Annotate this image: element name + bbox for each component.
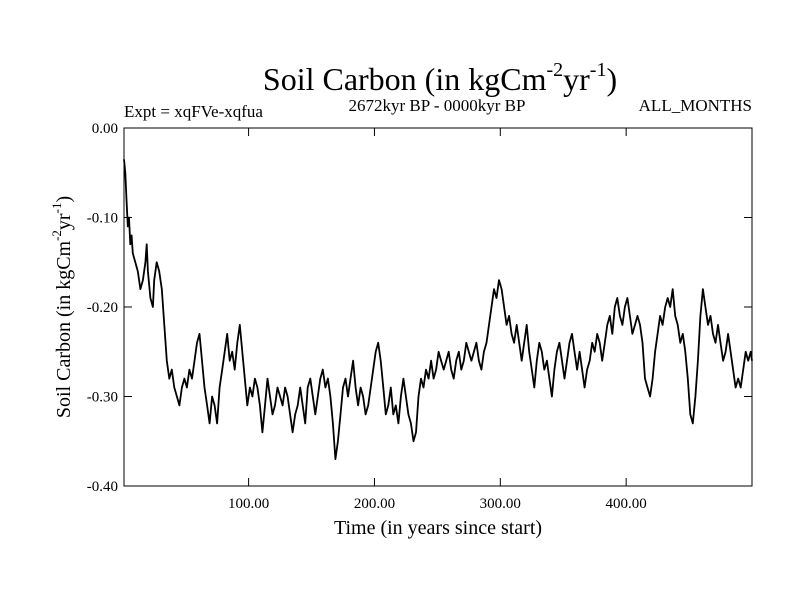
y-axis-label-end: ) <box>53 196 75 203</box>
chart-title-sup2: -1 <box>590 59 607 81</box>
x-tick-label-3: 400.00 <box>606 496 647 512</box>
y-axis-label-mid: yr <box>53 213 75 230</box>
y-axis-ticks: 0.00 -0.10 -0.20 -0.30 -0.40 <box>87 121 752 495</box>
y-axis-label-main: Soil Carbon (in kgCm <box>53 240 75 418</box>
x-tick-label-1: 200.00 <box>354 496 395 512</box>
plot-frame <box>123 127 753 487</box>
y-tick-label-3: -0.30 <box>87 390 118 406</box>
y-tick-label-0: 0.00 <box>92 121 118 137</box>
x-tick-label-2: 300.00 <box>480 496 521 512</box>
series-line-soil-carbon <box>123 159 753 460</box>
chart-title-end: ) <box>606 61 617 97</box>
chart-title-mid: yr <box>563 61 590 97</box>
x-axis-label: Time (in years since start) <box>334 517 542 539</box>
y-axis-label: Soil Carbon (in kgCm-2yr-1) <box>49 196 75 418</box>
chart-title-sup1: -2 <box>546 59 563 81</box>
subtitle-center: 2672kyr BP - 0000kyr BP <box>349 96 526 115</box>
y-tick-label-2: -0.20 <box>87 300 118 316</box>
y-axis-label-sup2: -1 <box>49 203 64 214</box>
subtitle-left: Expt = xqFVe-xqfua <box>124 102 263 121</box>
chart-title: Soil Carbon (in kgCm-2yr-1) <box>263 59 617 97</box>
x-axis-ticks: 100.00 200.00 300.00 400.00 <box>228 128 647 512</box>
y-axis-label-sup1: -2 <box>49 230 64 241</box>
chart-title-main: Soil Carbon (in kgCm <box>263 61 547 97</box>
y-tick-label-4: -0.40 <box>87 479 118 495</box>
x-tick-label-0: 100.00 <box>228 496 269 512</box>
y-tick-label-1: -0.10 <box>87 211 118 227</box>
subtitle-right: ALL_MONTHS <box>639 96 752 115</box>
